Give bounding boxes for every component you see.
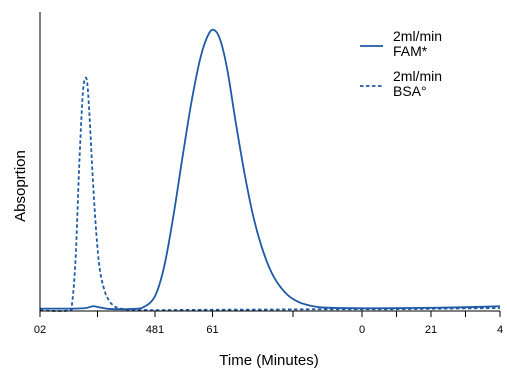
legend-label: BSA° xyxy=(393,83,427,99)
x-tick-label: 0 xyxy=(359,324,365,336)
y-axis-title: Absoprtion xyxy=(12,150,29,222)
x-tick-label: 61 xyxy=(206,324,218,336)
x-axis-title: Time (Minutes) xyxy=(219,352,318,369)
legend-label: 2ml/min xyxy=(393,28,442,44)
x-tick-label: 21 xyxy=(425,324,437,336)
x-tick-label: 481 xyxy=(146,324,164,336)
legend-label: FAM* xyxy=(393,43,428,59)
plot-area xyxy=(39,28,501,312)
x-tick-label: 02 xyxy=(34,324,46,336)
x-tick-label: 4 xyxy=(497,324,503,336)
x-ticks: 02 481 61 0 21 4 xyxy=(34,311,503,336)
legend-label: 2ml/min xyxy=(393,68,442,84)
series-line-fam xyxy=(39,28,501,311)
series-line-bsa xyxy=(39,76,501,312)
